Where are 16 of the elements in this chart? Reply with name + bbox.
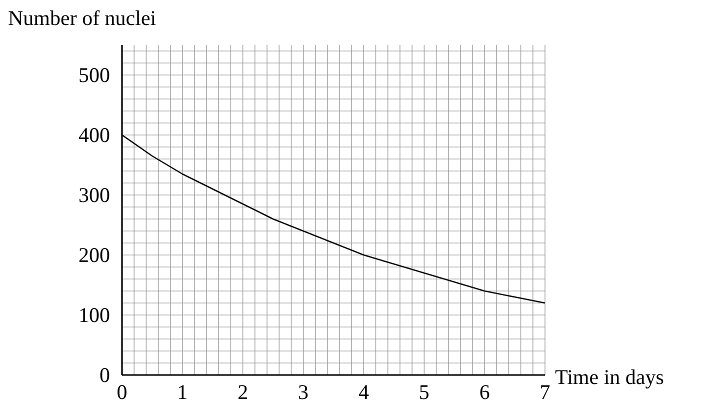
y-tick-label: 400 (78, 123, 110, 147)
x-tick-label: 0 (116, 380, 128, 404)
y-tick-label: 500 (78, 63, 110, 87)
x-tick-label: 7 (540, 380, 550, 404)
x-tick-label: 2 (238, 380, 248, 404)
y-tick-label: 0 (100, 363, 110, 387)
x-tick-label: 6 (479, 380, 490, 404)
x-axis-title: Time in days (555, 365, 664, 389)
x-tick-label: 3 (298, 380, 309, 404)
x-tick-label: 1 (177, 380, 188, 404)
y-axis-title: Number of nuclei (8, 6, 156, 30)
x-tick-label: 5 (418, 380, 430, 404)
y-tick-label: 300 (78, 183, 110, 207)
y-tick-label: 100 (78, 303, 110, 327)
y-tick-label: 200 (78, 243, 110, 267)
x-tick-label: 4 (358, 380, 370, 404)
